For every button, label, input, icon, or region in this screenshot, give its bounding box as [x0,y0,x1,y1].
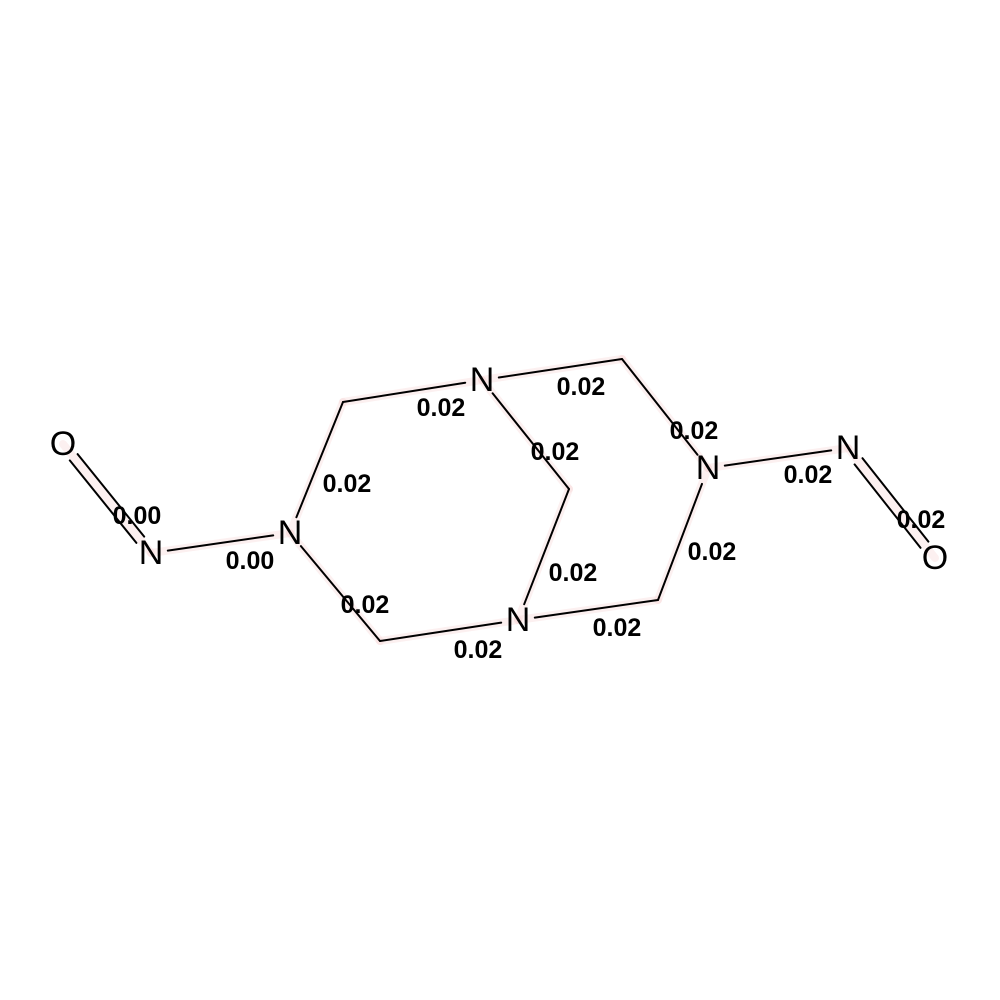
double-bond-line [853,463,922,549]
single-bond [299,545,381,642]
atom-label-n3: N [470,361,495,399]
double-bond-line [861,457,930,543]
single-bond [491,392,570,490]
bond-value-label: 0.02 [323,470,372,498]
bond-value-label: 0.02 [688,538,737,566]
bond-value-label: 0.02 [593,614,642,642]
atom-label-o1: O [50,425,76,463]
bond-label-layer: 0.00 0.00 0.02 0.02 0.02 0.02 0.02 0.02 0.02 0.02… [113,373,946,664]
bond-value-label: 0.00 [226,547,275,575]
single-bond [295,401,344,519]
bond-value-label: 0.02 [784,461,833,489]
bond-value-label: 0.00 [113,502,162,530]
single-bond [523,488,570,606]
bond-value-label: 0.02 [897,506,946,534]
single-bond [379,621,503,642]
single-bond [621,358,699,456]
atom-layer: O N N N N N N O [50,361,948,639]
atom-label-n4: N [506,601,531,639]
double-bond-line [68,459,138,544]
bond-layer [68,358,930,642]
single-bond [723,449,833,467]
single-bond [533,599,659,619]
bond-highlight [844,444,939,562]
bond-value-label: 0.02 [531,438,580,466]
atom-label-n6: N [836,429,861,467]
bond-value-label: 0.02 [549,559,598,587]
bond-value-label: 0.02 [454,636,503,664]
single-bond [497,358,623,379]
atom-label-n2: N [278,514,303,552]
atom-label-o2: O [922,539,948,577]
single-bond [342,381,467,403]
bond-value-label: 0.02 [557,373,606,401]
single-bond [657,482,703,601]
double-bond-line [76,453,146,538]
bond-highlight [59,440,155,557]
bond-value-label: 0.02 [670,417,719,445]
single-bond [166,534,275,552]
atom-label-n5: N [696,449,721,487]
bond-value-label: 0.02 [341,591,390,619]
atom-label-n1: N [139,534,164,572]
bond-value-label: 0.02 [417,394,466,422]
